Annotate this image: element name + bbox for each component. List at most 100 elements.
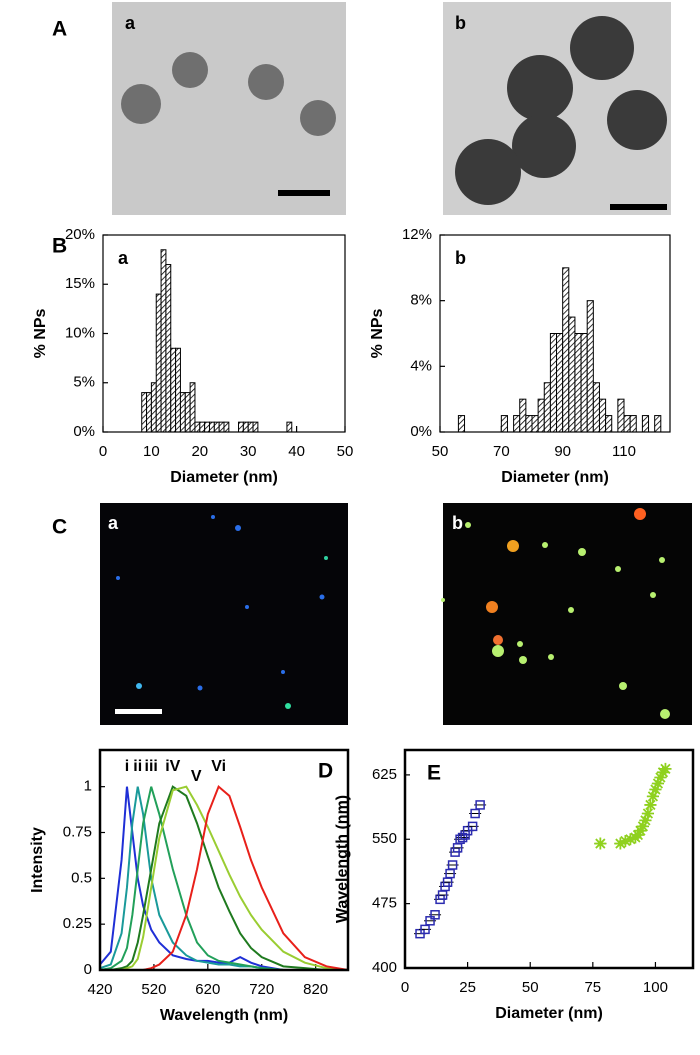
scale-bar — [610, 204, 667, 210]
bar — [519, 398, 527, 433]
point — [447, 860, 458, 870]
x-tick-label: 0 — [401, 979, 409, 996]
point — [619, 834, 632, 847]
x-tick-label: 50 — [432, 443, 449, 460]
bar — [623, 415, 631, 433]
sub-label: a — [108, 513, 119, 533]
sub-label: a — [118, 248, 129, 268]
bar — [146, 392, 152, 433]
bar — [160, 249, 167, 433]
bar — [641, 415, 650, 433]
bar — [155, 293, 162, 433]
y-tick-label: 4% — [410, 357, 432, 374]
x-axis-title: Wavelength (nm) — [160, 1007, 288, 1024]
spectrum-line — [100, 785, 349, 971]
x-tick-label: 50 — [522, 979, 539, 996]
bar — [654, 415, 662, 433]
bar — [605, 415, 613, 433]
darkfield-image — [100, 503, 348, 725]
bar — [549, 333, 558, 433]
y-tick-label: 12% — [402, 226, 432, 243]
panel-label: C — [52, 516, 67, 539]
x-tick-label: 90 — [554, 443, 571, 460]
point — [475, 800, 485, 810]
plot-frame — [403, 748, 695, 970]
sub-label: b — [455, 13, 466, 33]
x-tick-label: 30 — [240, 443, 257, 460]
y-tick-label: 5% — [73, 374, 95, 391]
scale-bar — [115, 709, 162, 714]
y-tick-label: 400 — [372, 959, 397, 976]
point — [641, 807, 654, 820]
y-tick-label: 475 — [372, 895, 397, 912]
bar — [525, 415, 533, 433]
bar — [247, 421, 254, 433]
y-axis-title: Wavelength (nm) — [334, 795, 351, 923]
point — [659, 762, 672, 775]
bar — [213, 421, 220, 433]
x-tick-label: 420 — [87, 981, 112, 998]
panel-label: A — [52, 18, 67, 41]
point — [470, 808, 480, 819]
point — [651, 777, 664, 790]
point — [654, 771, 667, 784]
point — [634, 824, 647, 837]
y-tick-label: 8% — [410, 292, 432, 309]
y-tick-label: 0 — [84, 961, 92, 978]
y-tick-label: 0.25 — [63, 915, 92, 932]
x-tick-label: 720 — [249, 981, 274, 998]
bar — [184, 392, 191, 433]
bar — [617, 398, 625, 433]
y-tick-label: 1 — [84, 778, 92, 795]
panel-label: B — [52, 235, 67, 258]
bar — [598, 398, 607, 433]
spectrum-line — [100, 785, 348, 971]
point — [594, 837, 607, 850]
bar — [238, 421, 244, 433]
particles — [116, 515, 328, 709]
point — [644, 798, 657, 811]
particles — [441, 508, 670, 719]
point — [420, 924, 430, 935]
x-tick-label: 100 — [643, 979, 668, 996]
bar — [562, 267, 570, 433]
panel-label: E — [427, 762, 441, 785]
bar — [204, 421, 210, 433]
y-tick-label: 550 — [372, 830, 397, 847]
bar — [252, 421, 259, 433]
point — [425, 916, 435, 926]
bar — [457, 415, 466, 433]
bar — [556, 333, 564, 433]
y-axis-title: Intensity — [29, 827, 46, 893]
bar — [189, 382, 196, 433]
bar — [170, 347, 177, 433]
y-tick-label: 0% — [410, 423, 432, 440]
point — [649, 783, 662, 796]
series-label: ii — [133, 758, 142, 775]
y-tick-label: 625 — [372, 766, 397, 783]
sub-label: a — [125, 13, 136, 33]
x-tick-label: 520 — [141, 981, 166, 998]
bar — [208, 421, 215, 433]
bar — [537, 398, 545, 433]
bar — [218, 421, 225, 433]
point — [624, 833, 637, 846]
plot-frame — [102, 234, 346, 433]
point — [457, 832, 468, 843]
bar — [199, 421, 206, 433]
y-axis-title: % NPs — [32, 309, 49, 359]
point — [639, 814, 652, 827]
sub-label: b — [455, 248, 466, 268]
point — [631, 828, 644, 841]
bar — [150, 382, 157, 433]
x-axis-title: Diameter (nm) — [495, 1005, 603, 1022]
bar — [531, 415, 539, 433]
bar — [242, 421, 249, 433]
bar — [179, 392, 186, 433]
y-tick-label: 0.5 — [71, 869, 92, 886]
bar — [165, 264, 172, 433]
x-tick-label: 75 — [584, 979, 601, 996]
bar — [500, 415, 508, 433]
point — [646, 790, 659, 803]
